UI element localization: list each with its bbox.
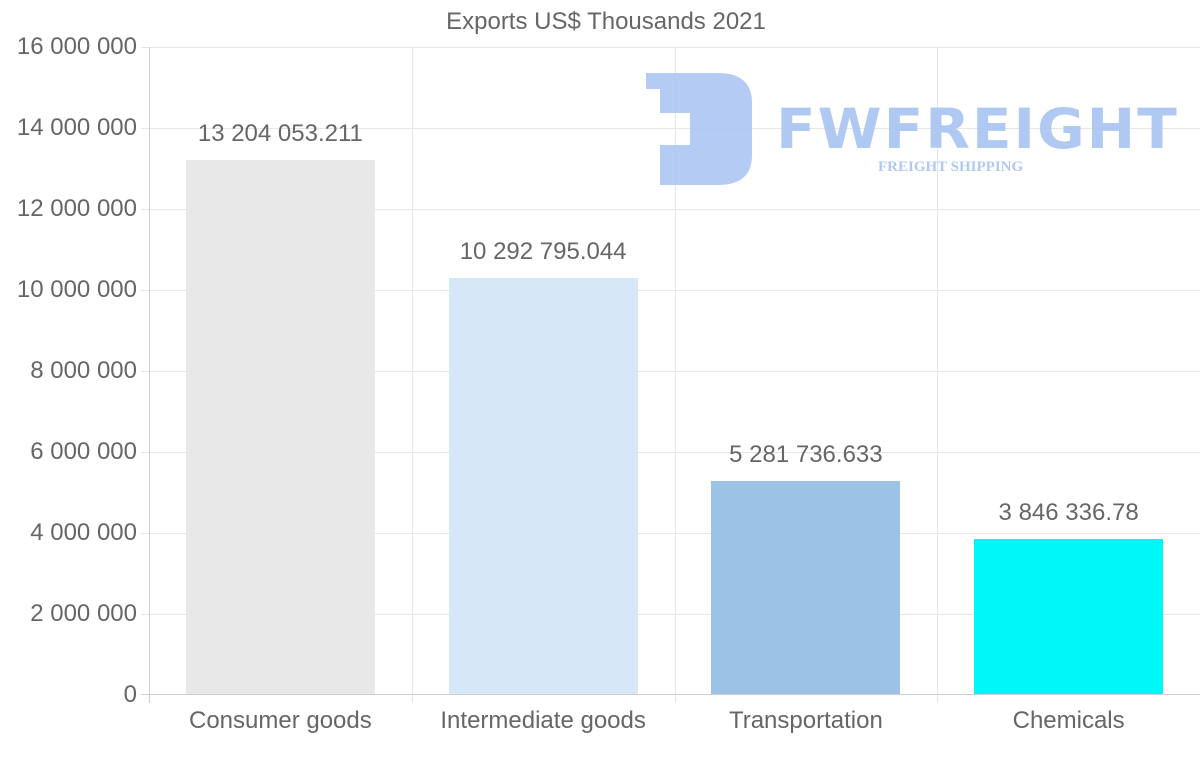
bar-value-label: 5 281 736.633: [729, 441, 883, 469]
y-tick-label: 2 000 000: [30, 600, 137, 627]
plot-area: 13 204 053.211 10 292 795.044 5 281 736.63…: [141, 47, 1200, 703]
v-gridline: [674, 47, 676, 703]
bar-consumer-goods[interactable]: [185, 160, 375, 695]
y-tick-label: 16 000 000: [16, 33, 137, 60]
fw-logo-icon: [646, 73, 752, 185]
y-tick-label: 12 000 000: [16, 195, 137, 222]
x-tick-label: Transportation: [728, 707, 883, 734]
watermark-logo: FWFREIGHT FREIGHT SHIPPING: [646, 73, 1177, 188]
x-tick-label: Chemicals: [1012, 707, 1125, 734]
x-tick-label: Consumer goods: [188, 707, 372, 734]
y-axis-line: [149, 47, 150, 703]
bar-chemicals[interactable]: [974, 539, 1164, 695]
watermark-tagline: FREIGHT SHIPPING: [878, 159, 1024, 175]
y-tick-label: 4 000 000: [30, 519, 137, 546]
x-tick-label: Intermediate goods: [440, 707, 646, 734]
y-tick-label: 0: [123, 681, 137, 708]
watermark-brand: FWFREIGHT: [776, 96, 1179, 162]
bar-value-label: 10 292 795.044: [459, 238, 627, 266]
h-gridline: [141, 533, 1200, 534]
h-gridline: [141, 371, 1200, 372]
y-tick-label: 8 000 000: [30, 357, 137, 384]
h-gridline: [141, 614, 1200, 615]
chart-title: Exports US$ Thousands 2021: [446, 8, 766, 35]
h-gridline: [141, 209, 1200, 210]
y-tick-label: 6 000 000: [30, 438, 137, 465]
h-gridline: [141, 128, 1200, 129]
bar-transportation[interactable]: [711, 481, 901, 695]
v-gridline: [411, 47, 413, 703]
bar-value-label: 3 846 336.78: [998, 499, 1139, 527]
y-tick-label: 14 000 000: [16, 114, 137, 141]
bar-intermediate-goods[interactable]: [448, 278, 638, 695]
h-gridline: [141, 290, 1200, 291]
h-gridline: [141, 47, 1200, 48]
bar-value-label: 13 204 053.211: [197, 120, 363, 148]
h-gridline: [141, 452, 1200, 453]
x-axis-line: [141, 694, 1200, 695]
v-gridline: [937, 47, 939, 703]
y-tick-label: 10 000 000: [16, 276, 137, 303]
